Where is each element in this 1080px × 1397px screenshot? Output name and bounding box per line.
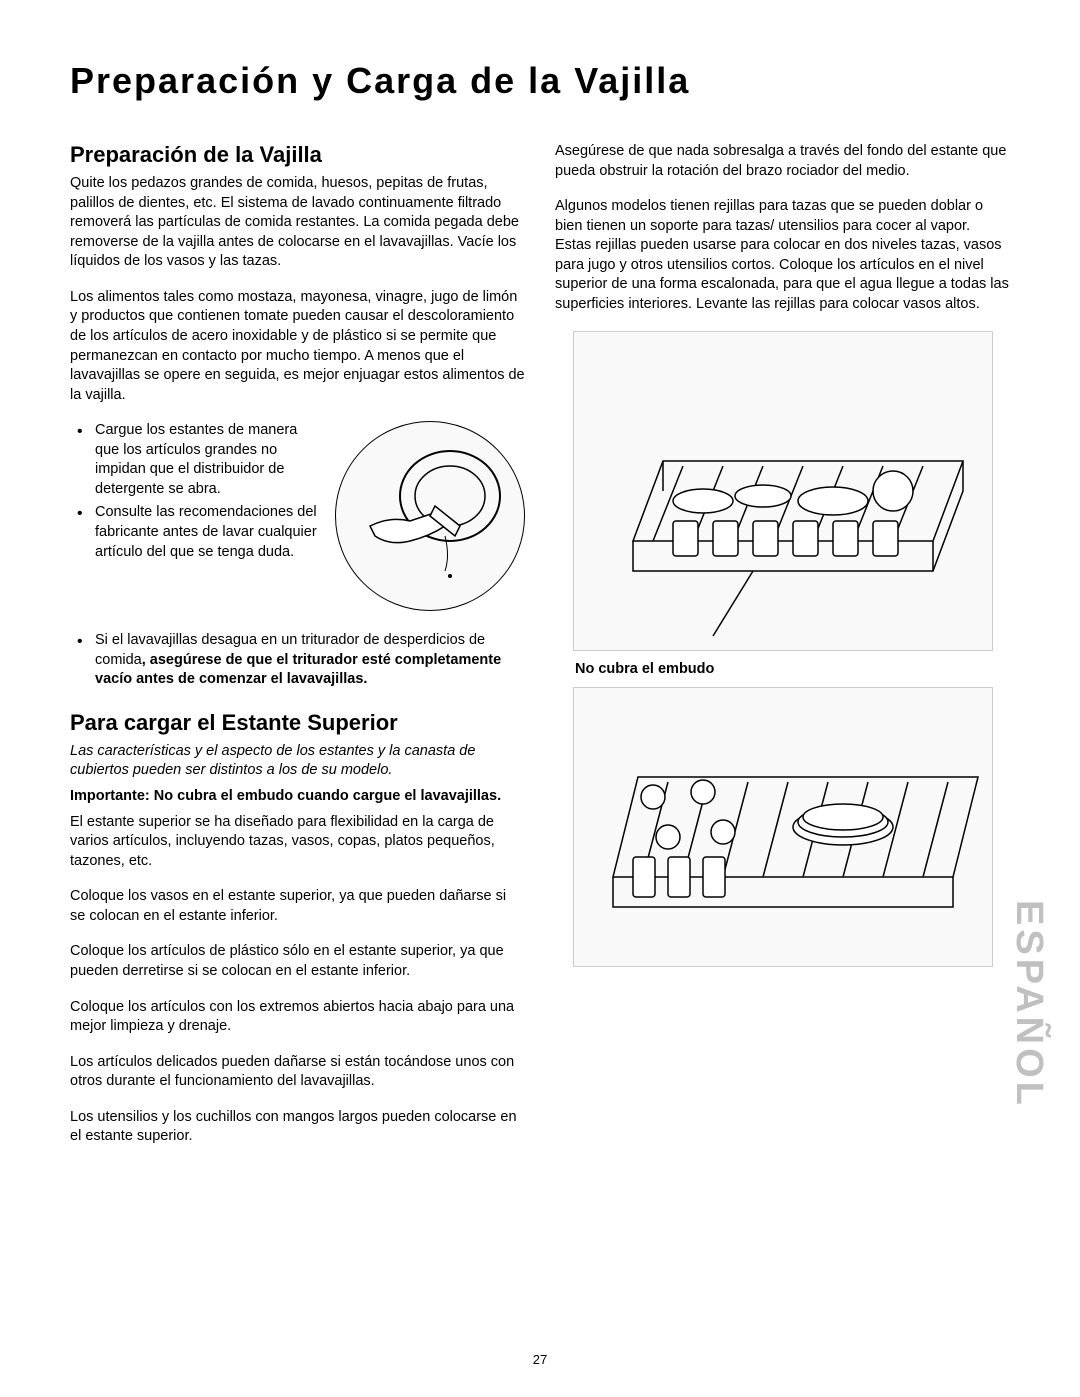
para-modelos: Algunos modelos tienen rejillas para taz…	[555, 197, 1010, 314]
para-estante-superior: El estante superior se ha diseñado para …	[70, 813, 525, 872]
language-side-label: ESPAÑOL	[1007, 900, 1050, 1109]
heading-cargar: Para cargar el Estante Superior	[70, 710, 525, 736]
para-vasos: Coloque los vasos en el estante superior…	[70, 887, 525, 926]
page-title: Preparación y Carga de la Vajilla	[70, 60, 1010, 102]
bullet-list-top: Cargue los estantes de manera que los ar…	[70, 421, 325, 611]
callout-embudo: No cubra el embudo	[575, 661, 1010, 677]
lower-rack-illustration	[573, 687, 993, 967]
content-columns: Preparación de la Vajilla Quite los peda…	[70, 142, 1010, 1163]
bullet-with-image: Cargue los estantes de manera que los ar…	[70, 421, 525, 611]
italic-note: Las características y el aspecto de los …	[70, 742, 525, 781]
para-utensilios: Los utensilios y los cuchillos con mango…	[70, 1108, 525, 1147]
scrape-plate-illustration	[335, 421, 525, 611]
bullet3-bold: , asegúrese de que el triturador esté co…	[95, 652, 501, 688]
para-alimentos: Los alimentos tales como mostaza, mayone…	[70, 288, 525, 405]
right-column: Asegúrese de que nada sobresalga a travé…	[555, 142, 1010, 1163]
para-quite: Quite los pedazos grandes de comida, hue…	[70, 174, 525, 272]
bullet-list-bottom: Si el lavavajillas desagua en un tritura…	[70, 631, 525, 690]
bullet-cargue: Cargue los estantes de manera que los ar…	[95, 421, 325, 499]
para-delicados: Los artículos delicados pueden dañarse s…	[70, 1053, 525, 1092]
upper-rack-illustration	[573, 331, 993, 651]
para-extremos: Coloque los artículos con los extremos a…	[70, 998, 525, 1037]
bullet-triturador: Si el lavavajillas desagua en un tritura…	[95, 631, 525, 690]
important-note: Importante: No cubra el embudo cuando ca…	[70, 787, 525, 807]
left-column: Preparación de la Vajilla Quite los peda…	[70, 142, 525, 1163]
para-asegurarse: Asegúrese de que nada sobresalga a travé…	[555, 142, 1010, 181]
bullet-consulte: Consulte las recomendaciones del fabrica…	[95, 503, 325, 562]
para-plastico: Coloque los artículos de plástico sólo e…	[70, 942, 525, 981]
page-number: 27	[533, 1352, 547, 1367]
heading-preparacion: Preparación de la Vajilla	[70, 142, 525, 168]
